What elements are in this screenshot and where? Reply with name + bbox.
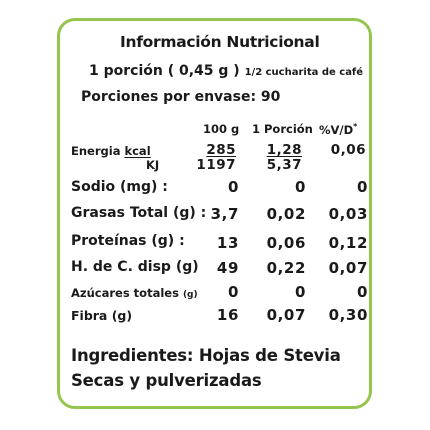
carbs-100g: 49 (216, 259, 239, 277)
portion-size: 1 porción ( 0,45 g ) 1/2 cucharita de ca… (89, 63, 363, 79)
column-header-vd: %V/D* (319, 122, 357, 137)
fiber-portion: 0,07 (266, 306, 306, 324)
energy-kcal-100g: 285 (206, 142, 236, 158)
column-header-100g: 100 g (203, 122, 240, 136)
column-header-vd-text: %V/D (319, 122, 354, 137)
nutrient-label-fiber: Fibra (g) (71, 308, 133, 323)
portion-main: 1 porción ( 0,45 g ) (89, 63, 240, 79)
energy-label: Energia kcal (71, 144, 151, 158)
protein-portion: 0,06 (266, 234, 306, 252)
energy-kcal-vd: 0,06 (330, 142, 366, 158)
nutrient-label-carbs: H. de C. disp (g) (71, 259, 199, 275)
energy-unit-kcal: kcal (124, 144, 151, 158)
carbs-portion: 0,22 (266, 259, 306, 277)
fiber-100g: 16 (216, 306, 239, 324)
carbs-vd: 0,07 (328, 259, 368, 277)
sodium-portion: 0 (294, 178, 306, 196)
sugars-vd: 0 (356, 283, 368, 301)
sugars-label-text: Azúcares totales (71, 286, 179, 300)
energy-kcal-portion: 1,28 (266, 142, 302, 158)
nutrient-label-fat: Grasas Total (g) : (71, 205, 207, 221)
servings-per-container: Porciones por envase: 90 (81, 89, 281, 105)
label-title: Información Nutricional (120, 33, 320, 51)
column-header-vd-mark: * (353, 122, 358, 131)
ingredients-text: Ingredientes: Hojas de Stevia Secas y pu… (71, 346, 341, 390)
protein-vd: 0,12 (328, 234, 368, 252)
sugars-100g: 0 (227, 283, 239, 301)
fat-vd: 0,03 (328, 205, 368, 223)
energy-kj-100g: 1197 (196, 157, 236, 173)
nutrient-label-sugars: Azúcares totales (g) (71, 286, 198, 300)
fat-100g: 3,7 (210, 205, 239, 223)
sugars-label-unit: (g) (182, 290, 198, 300)
sodium-vd: 0 (356, 178, 368, 196)
column-header-portion: 1 Porción (252, 122, 313, 136)
nutrient-label-protein: Proteínas (g) : (71, 233, 185, 249)
nutrient-label-sodium: Sodio (mg) : (71, 179, 168, 195)
portion-note: 1/2 cucharita de café (244, 67, 364, 78)
nutrition-label: Información Nutricional 1 porción ( 0,45… (57, 18, 372, 409)
energy-kj-portion: 5,37 (266, 157, 302, 173)
energy-label-text: Energia (71, 144, 121, 158)
sodium-100g: 0 (227, 178, 239, 196)
sugars-portion: 0 (294, 283, 306, 301)
protein-100g: 13 (216, 234, 239, 252)
fiber-vd: 0,30 (328, 306, 368, 324)
fat-portion: 0,02 (266, 205, 306, 223)
energy-unit-kj: KJ (146, 158, 160, 172)
